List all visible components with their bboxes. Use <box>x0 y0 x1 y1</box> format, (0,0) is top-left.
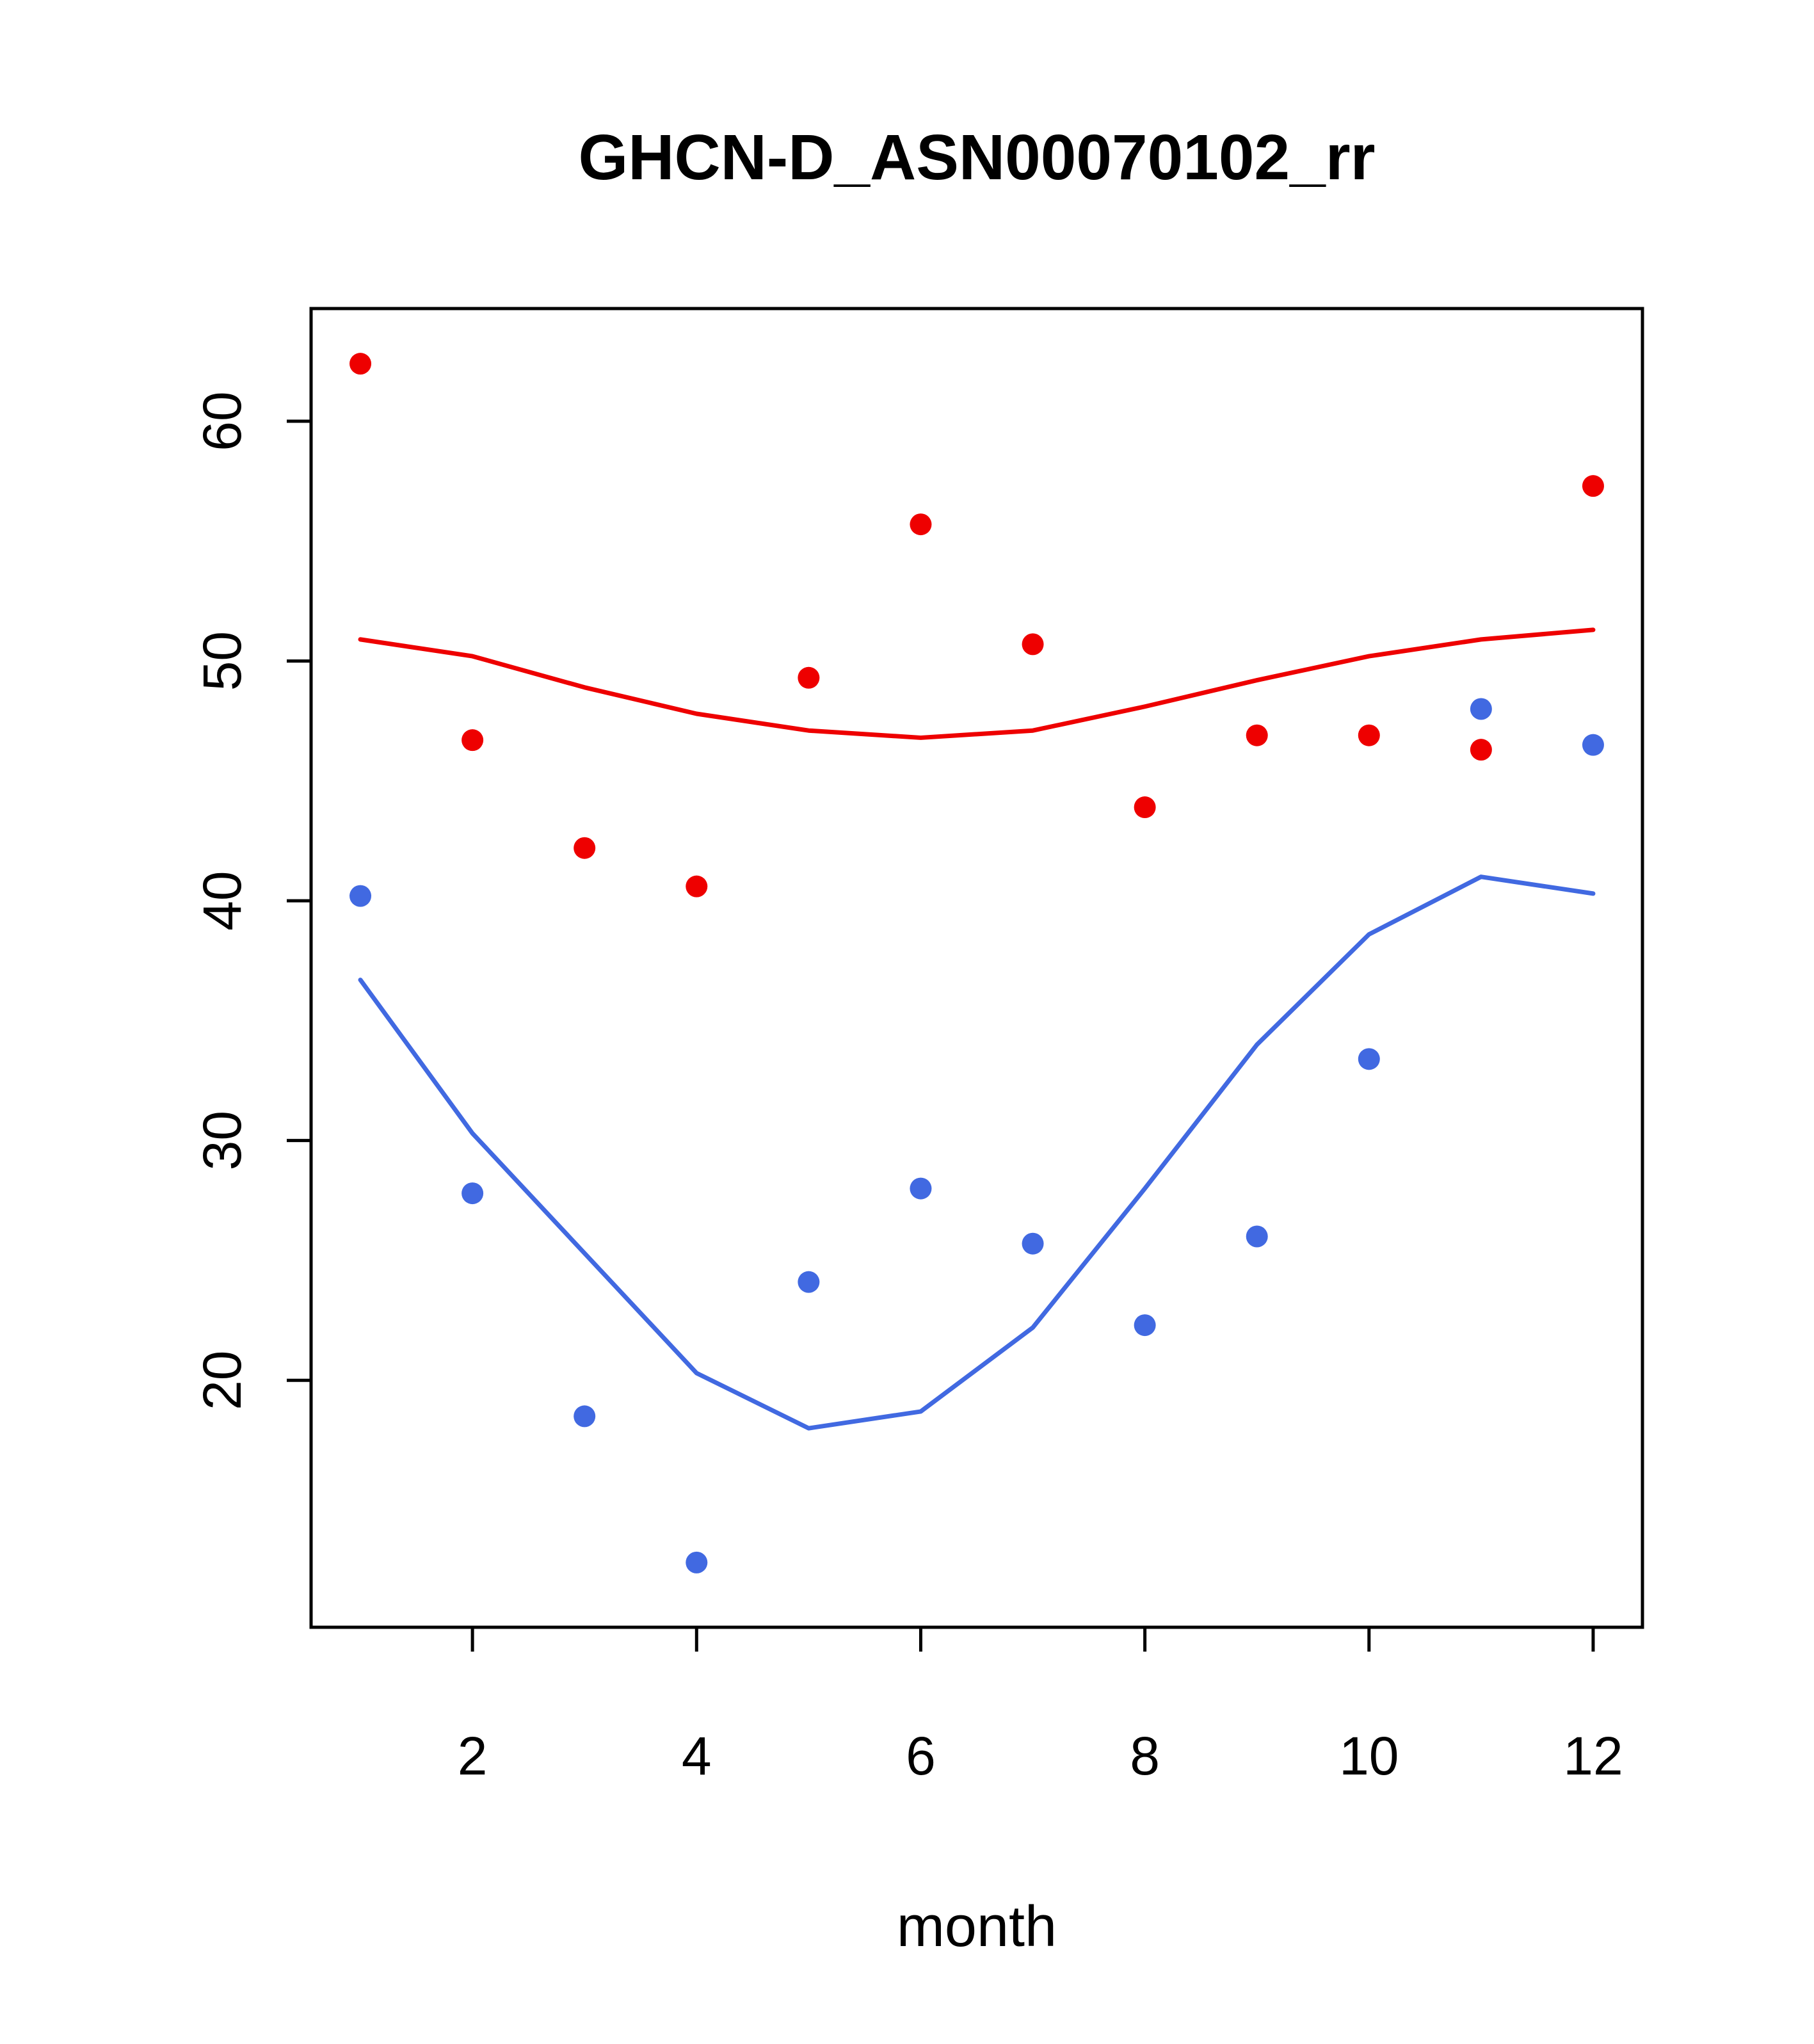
red-monthly-points-marker <box>1246 724 1268 746</box>
blue-monthly-points-marker <box>798 1271 820 1293</box>
blue-monthly-points-marker <box>1582 734 1604 756</box>
red-monthly-points-marker <box>462 729 484 752</box>
blue-monthly-points-marker <box>462 1182 484 1205</box>
x-tick-label: 6 <box>906 1726 936 1786</box>
red-monthly-points-marker <box>1134 796 1156 819</box>
x-tick-label: 12 <box>1563 1726 1623 1786</box>
blue-monthly-points-marker <box>1358 1048 1380 1070</box>
plot-border <box>309 307 1644 1629</box>
red-monthly-points-marker <box>1582 475 1604 497</box>
red-monthly-points-marker <box>1358 724 1380 746</box>
blue-monthly-points-marker <box>1134 1314 1156 1337</box>
blue-monthly-points-marker <box>574 1405 596 1428</box>
x-axis-label: month <box>897 1895 1057 1959</box>
blue-monthly-points-marker <box>1246 1225 1268 1248</box>
x-tick-label: 4 <box>682 1726 712 1786</box>
y-tick-label: 20 <box>192 1350 252 1410</box>
plot-content: 2 4 6 8 10 12 20 30 40 50 60 <box>192 307 1644 1786</box>
x-tick-label: 2 <box>458 1726 488 1786</box>
blue-monthly-points-marker <box>1470 698 1492 720</box>
red-monthly-points-marker <box>349 353 372 375</box>
y-tick-label: 40 <box>192 871 252 930</box>
y-tick-label: 50 <box>192 631 252 691</box>
red-monthly-points-marker <box>1470 739 1492 761</box>
x-tick-label: 10 <box>1339 1726 1399 1786</box>
x-tick-label: 8 <box>1130 1726 1160 1786</box>
y-tick-label: 60 <box>192 391 252 451</box>
red-monthly-points-marker <box>798 666 820 689</box>
red-monthly-points-marker <box>910 513 932 536</box>
red-monthly-points-marker <box>686 875 708 897</box>
blue-monthly-points-marker <box>1022 1232 1044 1255</box>
y-tick-label: 30 <box>192 1111 252 1170</box>
blue-smooth-line <box>358 874 1596 1431</box>
blue-monthly-points-marker <box>910 1177 932 1200</box>
chart-title: GHCN-D_ASN00070102_rr <box>578 122 1375 193</box>
red-monthly-points-marker <box>1022 633 1044 656</box>
blue-monthly-points-marker <box>349 885 372 907</box>
red-smooth-line <box>358 627 1596 740</box>
blue-monthly-points-marker <box>686 1551 708 1573</box>
red-monthly-points-marker <box>574 837 596 859</box>
